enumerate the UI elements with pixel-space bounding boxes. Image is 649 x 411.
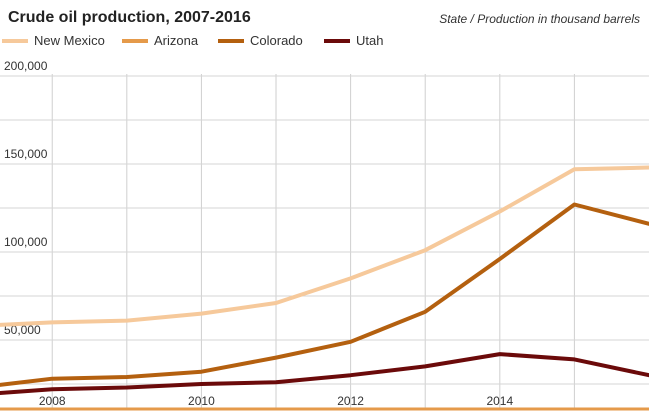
legend-swatch-arizona xyxy=(122,38,148,43)
series-line-utah xyxy=(0,352,649,396)
y-tick-label: 100,000 xyxy=(4,235,48,249)
chart-title: Crude oil production, 2007-2016 xyxy=(8,9,251,26)
legend-label-arizona: Arizona xyxy=(154,33,199,48)
legend-swatch-utah xyxy=(324,38,350,43)
x-tick-label: 2010 xyxy=(188,394,215,408)
series-line-colorado xyxy=(0,202,649,387)
legend-item-arizona[interactable]: Arizona xyxy=(122,33,198,48)
legend-label-utah: Utah xyxy=(356,33,384,48)
x-tick-label: 2012 xyxy=(337,394,364,408)
chart-subtitle: State / Production in thousand barrels xyxy=(439,12,640,26)
legend-label-new-mexico: New Mexico xyxy=(34,33,105,48)
legend-item-utah[interactable]: Utah xyxy=(324,33,383,48)
legend-swatch-new-mexico xyxy=(2,38,28,43)
legend-item-colorado[interactable]: Colorado xyxy=(218,33,303,48)
x-tick-label: 2014 xyxy=(486,394,513,408)
legend-item-new-mexico[interactable]: New Mexico xyxy=(2,33,105,48)
legend-label-colorado: Colorado xyxy=(250,33,303,48)
legend-swatch-colorado xyxy=(218,38,244,43)
x-tick-label: 2008 xyxy=(39,394,66,408)
y-tick-label: 150,000 xyxy=(4,147,48,161)
y-tick-label: 50,000 xyxy=(4,323,41,337)
legend: New Mexico Arizona Colorado Utah xyxy=(0,33,649,49)
y-tick-label: 200,000 xyxy=(4,59,48,73)
series-line-new-mexico xyxy=(0,165,649,327)
